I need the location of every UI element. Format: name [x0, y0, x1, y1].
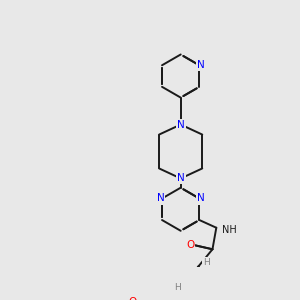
Text: H: H: [174, 283, 180, 292]
Text: N: N: [157, 194, 164, 203]
Text: N: N: [197, 194, 205, 203]
Text: O: O: [129, 297, 137, 300]
Text: N: N: [197, 60, 205, 70]
Text: NH: NH: [223, 225, 237, 235]
Text: N: N: [177, 119, 184, 130]
Text: O: O: [186, 240, 194, 250]
Text: N: N: [177, 173, 184, 184]
Text: H: H: [203, 258, 210, 267]
